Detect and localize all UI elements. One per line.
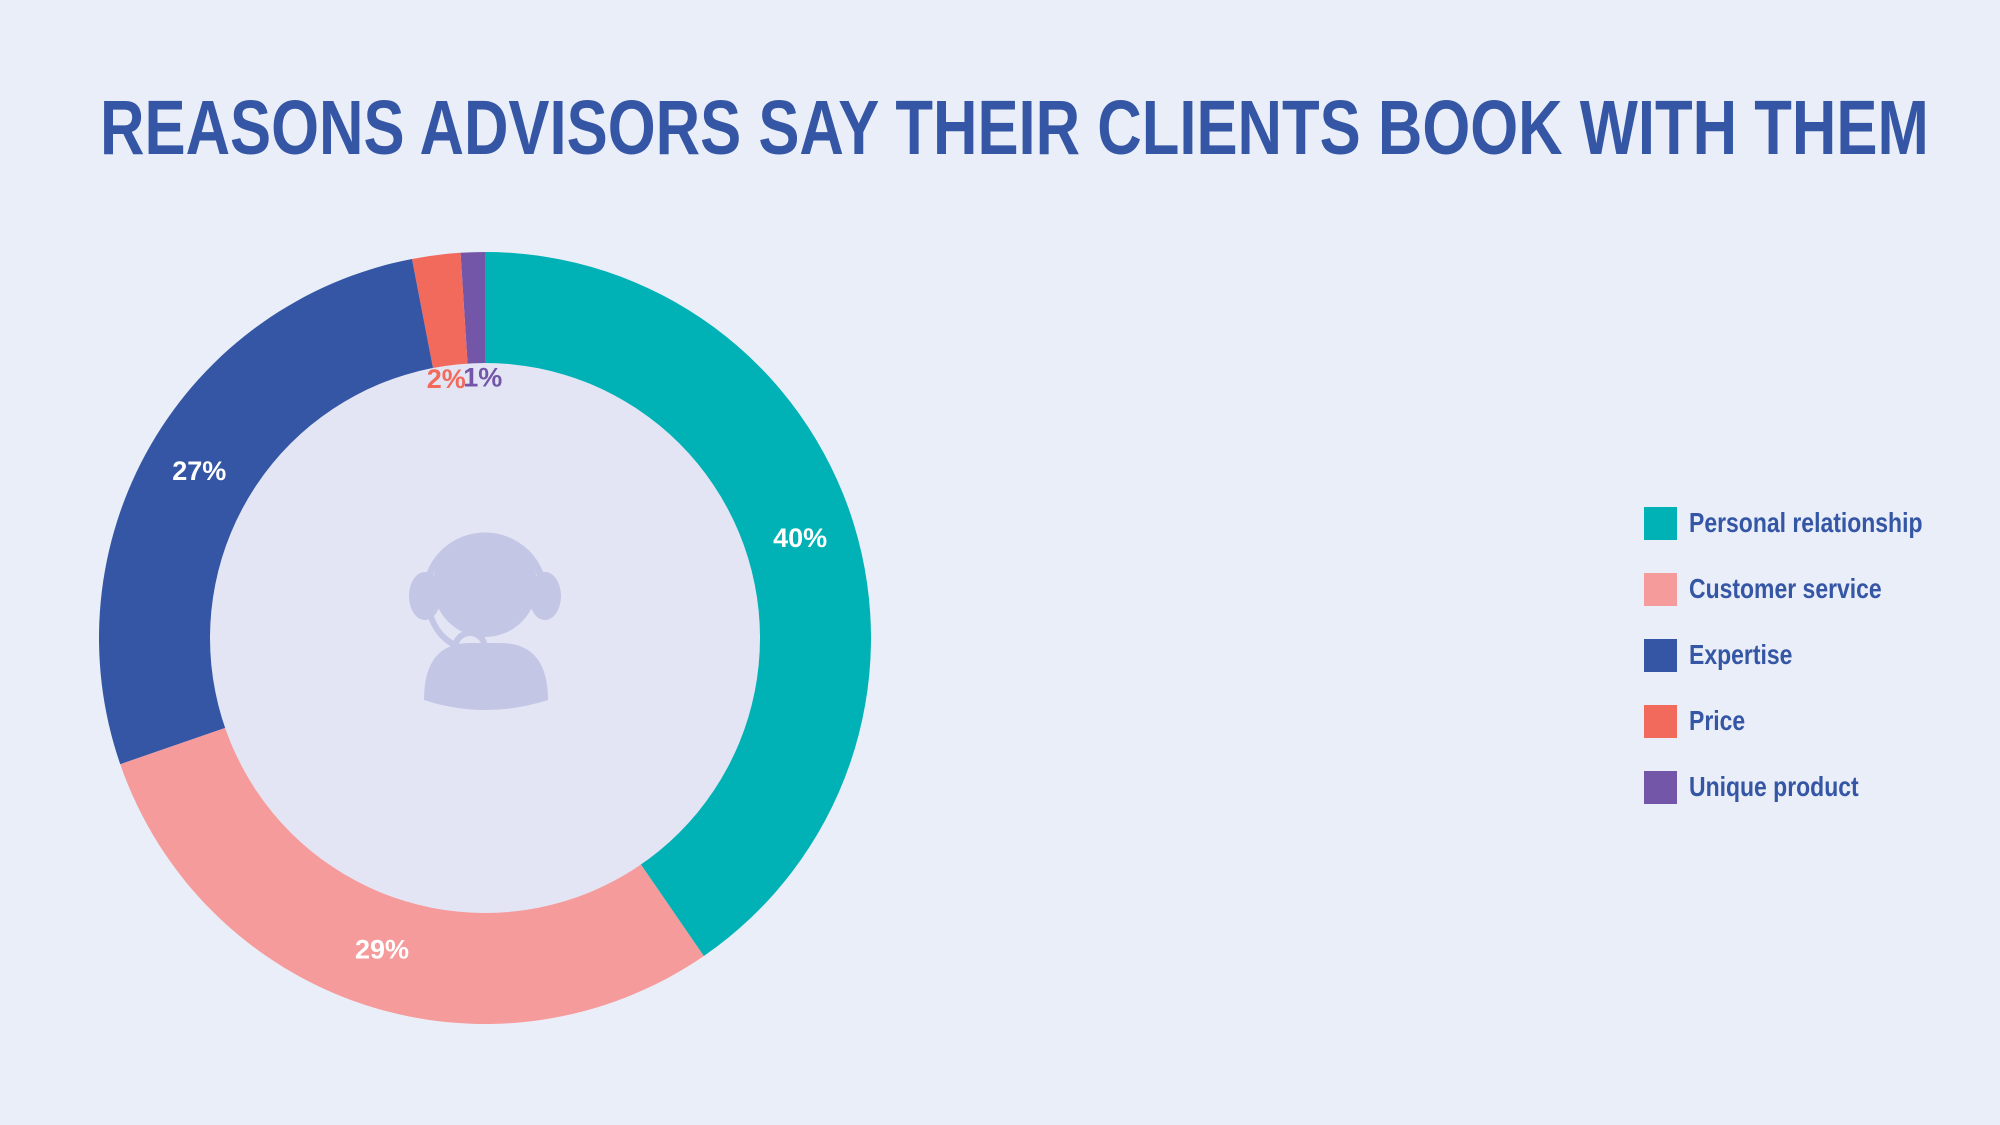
donut-center <box>210 363 760 913</box>
legend-item-expertise: Expertise <box>1644 622 1974 688</box>
slice-label-expertise: 27% <box>172 456 226 486</box>
legend-label: Personal relationship <box>1689 507 1923 538</box>
legend: Personal relationship Customer service E… <box>1644 490 1974 820</box>
legend-label: Unique product <box>1689 771 1859 802</box>
slice-label-personal-relationship: 40% <box>773 523 827 553</box>
slice-label-customer-service: 29% <box>355 935 409 965</box>
legend-label: Customer service <box>1689 573 1882 604</box>
legend-swatch <box>1644 704 1677 738</box>
legend-item-price: Price <box>1644 688 1974 754</box>
legend-label: Price <box>1689 705 1746 736</box>
legend-swatch <box>1644 638 1677 672</box>
slice-label-unique-product: 1% <box>463 362 502 392</box>
legend-item-customer-service: Customer service <box>1644 556 1974 622</box>
chart-title: REASONS ADVISORS SAY THEIR CLIENTS BOOK … <box>100 85 1929 171</box>
legend-swatch <box>1644 506 1677 540</box>
legend-swatch <box>1644 770 1677 804</box>
legend-item-unique-product: Unique product <box>1644 754 1974 820</box>
slice-label-price: 2% <box>427 364 466 394</box>
legend-item-personal-relationship: Personal relationship <box>1644 490 1974 556</box>
customer-service-headset-icon <box>409 532 561 710</box>
slice-labels: 1%2% 27% 29% 40% <box>172 362 827 964</box>
legend-label: Expertise <box>1689 639 1793 670</box>
legend-swatch <box>1644 572 1677 606</box>
